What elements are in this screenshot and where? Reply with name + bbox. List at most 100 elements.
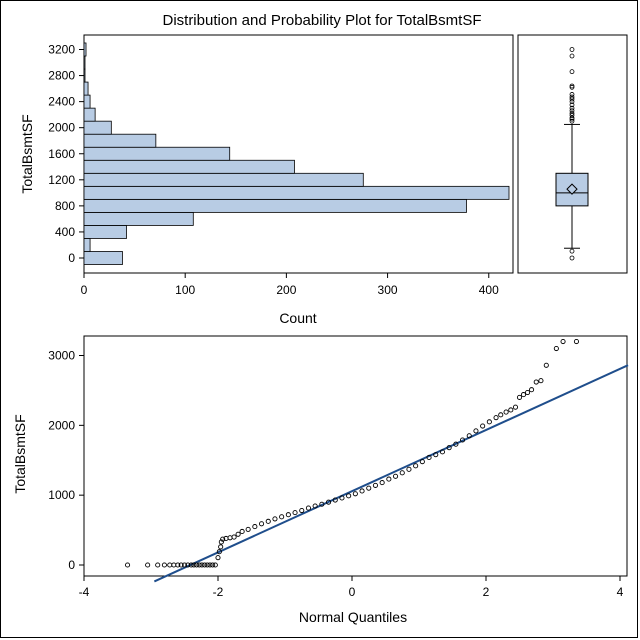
qq-point [194, 562, 200, 568]
boxplot-outlier [569, 110, 575, 116]
qq-point [235, 531, 241, 537]
boxplot-frame [517, 34, 628, 274]
qq-point [215, 555, 221, 561]
histogram-y-tick-label: 0 [68, 251, 75, 265]
qq-point [379, 480, 385, 486]
qq-point [346, 493, 352, 499]
qq-point [426, 454, 432, 461]
histogram-y-tick-label: 2400 [48, 95, 75, 109]
histogram-bar [83, 198, 467, 213]
qq-point [459, 437, 466, 443]
qq-point [312, 503, 318, 509]
boxplot-outlier [569, 108, 575, 114]
histogram-y-tick-label: 2800 [48, 69, 75, 83]
boxplot-mean-marker [566, 183, 578, 195]
qq-point [543, 362, 549, 368]
histogram-x-tick-label: 400 [479, 283, 499, 297]
qq-y-tick-label: 2000 [48, 418, 75, 432]
histogram-x-ticks: 0 100 200 300 400 [81, 273, 499, 297]
qq-point [419, 459, 425, 465]
qq-point [272, 516, 278, 522]
histogram-x-tick-label: 0 [81, 283, 88, 297]
qq-point [503, 409, 509, 415]
qq-x-tick-label: 4 [617, 585, 624, 599]
histogram-y-tick-label: 400 [55, 225, 75, 239]
qq-point [188, 562, 194, 568]
qq-point [299, 507, 305, 514]
histogram-bars [83, 42, 510, 265]
qq-point [359, 488, 365, 494]
qq-point [516, 394, 523, 400]
histogram-bar [83, 251, 123, 265]
qq-points [125, 338, 580, 568]
boxplot-outlier [569, 83, 575, 89]
qq-point [220, 536, 226, 542]
qq-point [202, 562, 208, 568]
qq-x-axis-label: Normal Quantiles [299, 609, 407, 625]
boxplot-outlier [569, 53, 575, 59]
qq-point [524, 389, 531, 396]
qq-reference-line-path [153, 364, 629, 583]
figure-title: Distribution and Probability Plot for To… [162, 12, 481, 29]
qq-point [181, 562, 188, 568]
histogram-bar [83, 146, 231, 161]
qq-point [245, 526, 251, 532]
qq-point [167, 562, 173, 568]
histogram-y-ticks: 0 400 800 1200 1600 2000 2400 2800 3200 [48, 43, 84, 265]
qq-point [498, 412, 504, 418]
histogram-y-axis-label: TotalBsmtSF [19, 114, 35, 193]
boxplot-outlier [569, 115, 575, 121]
histogram-x-tick-label: 100 [175, 283, 195, 297]
boxplot-outlier [569, 69, 575, 75]
qq-point [227, 535, 233, 541]
qq-point [339, 495, 345, 501]
histogram-bar [83, 225, 127, 239]
histogram-bar [83, 133, 157, 148]
qq-point [560, 338, 566, 345]
boxplot-outlier [569, 112, 575, 118]
qq-point [529, 387, 535, 393]
qq-point [171, 562, 177, 568]
histogram-bar [83, 81, 89, 96]
qq-point [161, 562, 167, 568]
qq-point [175, 562, 181, 568]
qq-point [453, 441, 459, 447]
histogram-bar [83, 107, 96, 122]
qq-point [439, 449, 446, 455]
qq-point [285, 512, 291, 518]
qq-point [279, 514, 285, 520]
qq-point [325, 499, 332, 505]
qq-point [372, 482, 379, 488]
qq-point [413, 463, 419, 469]
qq-plot-panel: 0 1000 2000 3000 -4 -2 0 2 4 Normal Quantiles T… [12, 335, 629, 625]
qq-point [178, 562, 184, 568]
qq-y-tick-label: 3000 [48, 349, 75, 363]
histogram-y-tick-label: 2000 [48, 121, 75, 135]
qq-point [473, 428, 479, 434]
boxplot-outlier [569, 92, 575, 97]
boxplot-outlier [569, 105, 575, 111]
histogram-y-tick-label: 800 [55, 199, 75, 213]
qq-point [218, 544, 224, 550]
qq-point [305, 505, 312, 511]
qq-reference-line [153, 364, 629, 583]
qq-x-tick-label: 2 [483, 585, 490, 599]
qq-point [392, 473, 399, 479]
qq-point [512, 404, 519, 410]
boxplot-outlier [569, 118, 575, 124]
qq-x-tick-label: -2 [213, 585, 224, 599]
qq-point [480, 423, 486, 429]
qq-y-tick-label: 0 [68, 558, 75, 572]
qq-point [258, 521, 265, 527]
histogram-bar [83, 55, 86, 70]
qq-point [520, 392, 527, 398]
boxplot-outlier [569, 94, 575, 100]
qq-point [125, 562, 131, 568]
qq-point [466, 433, 472, 439]
qq-point [204, 562, 210, 568]
histogram-x-tick-label: 300 [378, 283, 398, 297]
qq-point [446, 445, 452, 451]
qq-point [486, 419, 492, 425]
